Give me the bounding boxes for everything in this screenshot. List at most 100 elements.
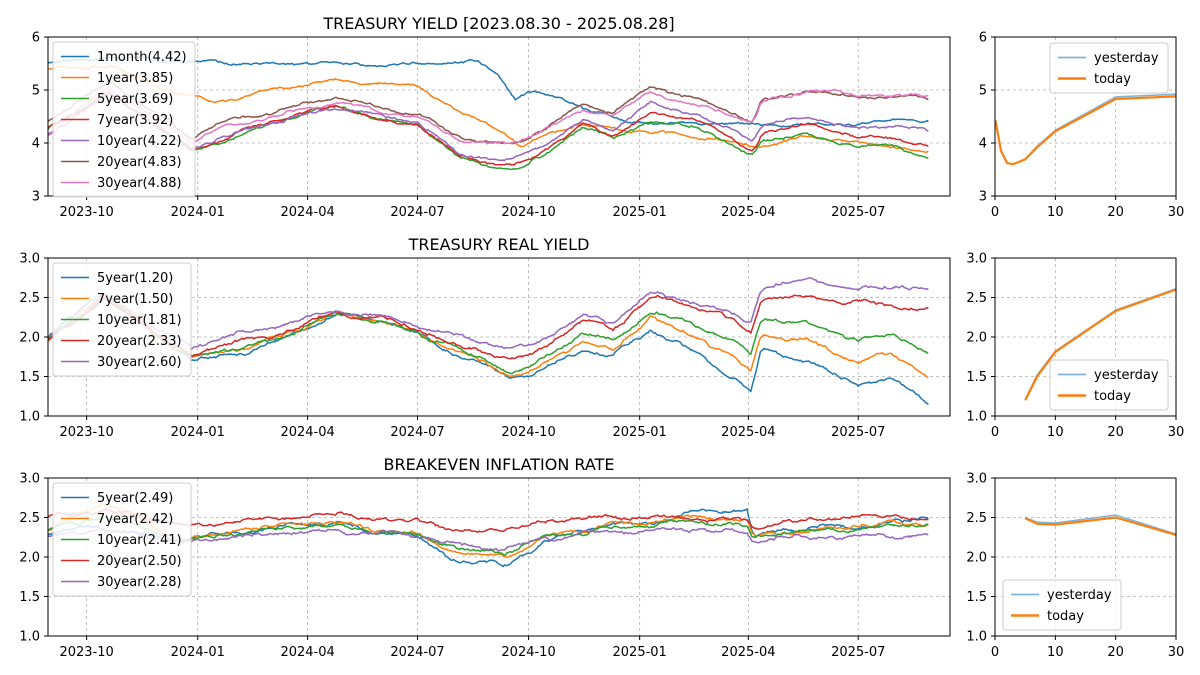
x-tick-label: 2024-10 [501, 425, 555, 440]
panel-real: 1.0 1.5 2.0 2.5 3.0 2023-10 2024-01 2024-04 2024… [19, 235, 951, 440]
series-line-0 [48, 508, 929, 568]
x-tick-label: 2024-07 [390, 425, 444, 440]
series-line-4 [48, 277, 929, 350]
y-tick-label: 5 [32, 84, 40, 99]
y-tick-label: 2.0 [19, 331, 40, 346]
panel-yield: 3 4 5 6 2023-10 2024-01 2024-04 2024-07 2024-10 2… [32, 14, 951, 220]
chart-title: TREASURY REAL YIELD [408, 235, 590, 254]
y-tick-label: 2.5 [19, 511, 40, 526]
x-tick-label: 2024-07 [390, 205, 444, 220]
legend-box [1002, 579, 1122, 631]
x-tick-label: 2024-04 [280, 425, 334, 440]
y-tick-label: 4 [979, 137, 987, 152]
x-tick-label: 2023-10 [59, 205, 113, 220]
x-tick-label: 10 [1047, 425, 1064, 440]
legend-label: 5year(3.69) [97, 92, 173, 107]
legend-label: 7year(3.92) [97, 113, 173, 128]
y-tick-label: 6 [32, 31, 40, 46]
y-tick-label: 1.5 [19, 370, 40, 385]
legend-label: today [1094, 389, 1131, 404]
x-tick-label: 10 [1047, 645, 1064, 660]
y-tick-label: 1.5 [966, 370, 987, 385]
series-line-3 [48, 508, 929, 534]
legend: yesterday today [1049, 42, 1169, 94]
series-line-0 [1024, 514, 1176, 535]
legend-label: 10year(1.81) [97, 313, 182, 328]
legend-label: 30year(2.28) [97, 575, 182, 590]
x-tick-label: 0 [991, 425, 999, 440]
legend-label: 20year(4.83) [97, 155, 182, 170]
x-tick-label: 30 [1168, 645, 1185, 660]
legend: yesterday today [1049, 359, 1169, 411]
y-tick-label: 2.5 [19, 291, 40, 306]
y-tick-label: 1.0 [19, 410, 40, 425]
legend-box [1049, 359, 1169, 411]
legend-label: 5year(2.49) [97, 491, 173, 506]
axes-frame [47, 36, 951, 197]
legend: 1month(4.42) 1year(3.85) 5year(3.69) 7year(… [52, 41, 196, 198]
x-tick-label: 2025-01 [613, 645, 667, 660]
y-tick-label: 1.0 [966, 630, 987, 645]
legend-label: yesterday [1094, 368, 1159, 383]
legend-label: 5year(1.20) [97, 271, 173, 286]
y-tick-label: 2.0 [19, 551, 40, 566]
x-tick-label: 2025-07 [831, 645, 885, 660]
y-tick-label: 1.0 [966, 410, 987, 425]
y-tick-label: 1.0 [19, 630, 40, 645]
series-line-1 [995, 95, 1176, 166]
x-tick-label: 2023-10 [59, 645, 113, 660]
x-tick-label: 20 [1107, 205, 1124, 220]
legend-label: yesterday [1094, 51, 1159, 66]
legend-label: 1month(4.42) [97, 50, 187, 65]
x-tick-label: 2025-04 [721, 205, 775, 220]
series-line-1 [1024, 516, 1176, 536]
x-tick-label: 2024-04 [280, 645, 334, 660]
legend-label: 30year(2.60) [97, 355, 182, 370]
legend-label: today [1094, 72, 1131, 87]
legend-label: 7year(2.42) [97, 512, 173, 527]
y-tick-label: 3 [32, 190, 40, 205]
y-tick-label: 1.5 [19, 590, 40, 605]
legend-label: 30year(4.88) [97, 176, 182, 191]
y-tick-label: 6 [979, 31, 987, 46]
series-line-3 [48, 294, 929, 360]
legend-label: 10year(2.41) [97, 533, 182, 548]
legend-label: 1year(3.85) [97, 71, 173, 86]
x-tick-label: 30 [1168, 425, 1185, 440]
x-tick-label: 10 [1047, 205, 1064, 220]
y-tick-label: 3.0 [966, 252, 987, 267]
panel-yield_curve: 3 4 5 6 0 10 20 30 yesterday today [979, 31, 1185, 221]
legend: 5year(1.20) 7year(1.50) 10year(1.81) 20year… [52, 262, 192, 377]
legend: yesterday today [1002, 579, 1122, 631]
legend-box [52, 262, 192, 377]
y-tick-label: 4 [32, 137, 40, 152]
x-tick-label: 2025-07 [831, 205, 885, 220]
legend-label: 10year(4.22) [97, 134, 182, 149]
x-tick-label: 2025-01 [613, 425, 667, 440]
x-tick-label: 20 [1107, 645, 1124, 660]
chart-title: BREAKEVEN INFLATION RATE [384, 455, 615, 474]
x-tick-label: 2024-01 [171, 205, 225, 220]
chart-title: TREASURY YIELD [2023.08.30 - 2025.08.28] [322, 14, 674, 33]
legend-label: 20year(2.33) [97, 334, 182, 349]
series-line-0 [995, 93, 1176, 165]
panel-real_curve: 1.0 1.5 2.0 2.5 3.0 0 10 20 30 yesterday today [966, 252, 1184, 441]
x-tick-label: 0 [991, 205, 999, 220]
legend: 5year(2.49) 7year(2.42) 10year(2.41) 20year… [52, 482, 192, 597]
y-tick-label: 2.0 [966, 331, 987, 346]
legend-label: 20year(2.50) [97, 554, 182, 569]
x-tick-label: 2025-04 [721, 425, 775, 440]
y-tick-label: 5 [979, 84, 987, 99]
x-tick-label: 0 [991, 645, 999, 660]
x-tick-label: 2024-10 [501, 205, 555, 220]
x-tick-label: 2025-01 [613, 205, 667, 220]
panel-bei: 1.0 1.5 2.0 2.5 3.0 2023-10 2024-01 2024-04 2024… [19, 455, 951, 660]
y-tick-label: 3.0 [966, 472, 987, 487]
x-tick-label: 30 [1168, 205, 1185, 220]
x-tick-label: 2024-01 [171, 645, 225, 660]
panel-bei_curve: 1.0 1.5 2.0 2.5 3.0 0 10 20 30 yesterday today [966, 472, 1184, 661]
legend-box [1049, 42, 1169, 94]
x-tick-label: 2024-07 [390, 645, 444, 660]
x-tick-label: 2024-10 [501, 645, 555, 660]
